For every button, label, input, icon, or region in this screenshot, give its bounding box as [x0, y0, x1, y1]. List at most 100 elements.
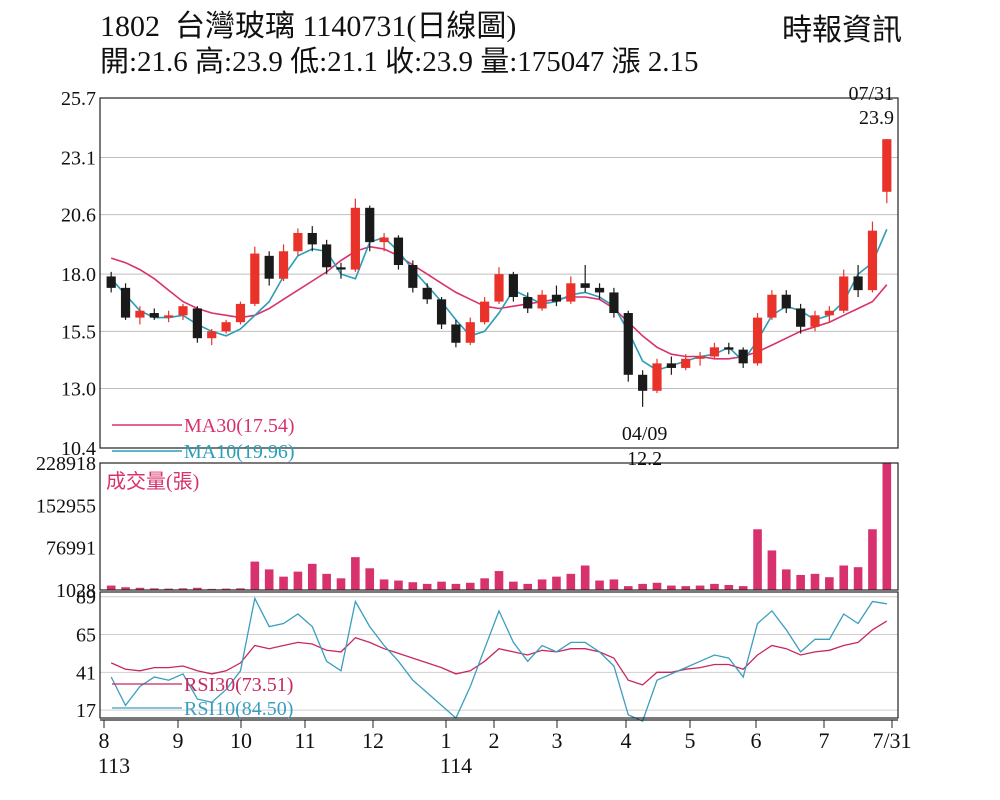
candle-body	[537, 294, 547, 309]
volume-bar	[193, 587, 202, 590]
candle-body	[810, 315, 820, 327]
x-tick-label: 12	[362, 728, 384, 753]
candle-body	[221, 322, 231, 332]
volume-bar	[494, 571, 504, 590]
candle-body	[322, 244, 332, 268]
rsi-tick-label: 89	[76, 587, 96, 609]
candlestick-layer	[106, 139, 892, 407]
candle-body	[551, 294, 562, 302]
candle-body	[796, 308, 806, 327]
candle-body	[695, 356, 705, 359]
candle-body	[566, 283, 576, 302]
volume-bar	[580, 565, 590, 590]
candle-body	[149, 313, 159, 318]
candle-body	[508, 274, 518, 298]
volume-layer	[106, 462, 892, 590]
volume-bar	[336, 578, 346, 590]
price-tick-label: 25.7	[61, 88, 96, 110]
candle-body	[853, 276, 863, 291]
low-date-label: 04/09	[622, 423, 668, 445]
x-tick-label: 1	[441, 728, 452, 753]
x-tick-label: 9	[173, 728, 184, 753]
price-tick-label: 13.0	[61, 379, 96, 401]
volume-bar	[695, 585, 705, 590]
candle-body	[681, 358, 691, 368]
price-tick-label: 20.6	[61, 205, 96, 227]
volume-bar	[767, 550, 777, 590]
candle-body	[652, 363, 662, 391]
volume-bar	[853, 567, 863, 590]
volume-bar	[868, 529, 877, 590]
candle-body	[638, 374, 648, 391]
volume-bar	[566, 573, 576, 590]
price-tick-label: 10.4	[61, 438, 96, 460]
candle-body	[480, 301, 490, 323]
volume-tick-label: 228918	[36, 453, 96, 475]
volume-bar	[394, 580, 403, 590]
candle-body	[207, 331, 217, 339]
candle-body	[178, 306, 188, 316]
candle-body	[365, 207, 375, 243]
year-label: 113	[98, 753, 130, 778]
candle-body	[738, 349, 748, 364]
x-tick-label: 5	[685, 728, 696, 753]
candle-body	[781, 294, 791, 309]
volume-bar	[537, 579, 547, 590]
candle-body	[164, 315, 174, 318]
volume-bar	[408, 582, 418, 590]
candle-body	[293, 232, 303, 252]
candle-body	[882, 139, 892, 192]
volume-bar	[264, 569, 274, 590]
source-label: 時報資訊	[782, 14, 902, 47]
x-tick-label: 2	[489, 728, 500, 753]
panel-frame	[99, 462, 899, 591]
candle-body	[307, 232, 317, 245]
volume-bar	[293, 571, 303, 590]
volume-bar	[810, 573, 820, 590]
candle-body	[752, 317, 763, 364]
volume-bar	[422, 583, 432, 590]
candle-body	[120, 287, 131, 318]
volume-bar	[595, 580, 604, 590]
x-tick-label: 3	[552, 728, 563, 753]
volume-bar	[724, 585, 734, 590]
price-tick-label: 23.1	[61, 147, 96, 169]
volume-bar	[825, 577, 834, 590]
x-tick-label: 6	[751, 728, 762, 753]
candle-body	[767, 294, 777, 318]
volume-bar	[221, 588, 231, 590]
candle-body	[839, 276, 849, 311]
volume-bar	[437, 581, 446, 590]
volume-bar	[465, 582, 475, 590]
volume-bar	[365, 568, 375, 590]
x-tick-label: 4	[621, 728, 632, 753]
volume-bar	[250, 561, 260, 590]
volume-bar	[552, 576, 561, 590]
x-tick-label: 11	[294, 728, 315, 753]
volume-bar	[164, 588, 173, 590]
candle-body	[379, 237, 389, 243]
volume-bar	[638, 583, 647, 590]
volume-bar	[135, 587, 145, 590]
rsi-tick-label: 65	[76, 625, 96, 647]
candle-body	[135, 310, 145, 318]
volume-bar	[236, 588, 245, 590]
rsi-layer	[110, 596, 888, 722]
candle-body	[106, 276, 116, 288]
candle-body	[465, 322, 475, 343]
label-layer: 25.7 23.1 20.6 18.0 15.5 13.0 10.4 MA30(17.54) M…	[36, 83, 912, 778]
candle-body	[264, 255, 274, 279]
rsi-line	[110, 620, 888, 686]
grid-layer	[100, 156, 898, 711]
volume-bar	[652, 582, 662, 590]
legend-label: MA30(17.54)	[184, 415, 295, 437]
candle-body	[393, 237, 404, 265]
volume-tick-label: 152955	[36, 495, 96, 517]
candle-body	[609, 292, 619, 314]
volume-tick-label: 1028	[56, 580, 96, 602]
rsi-line	[110, 596, 887, 722]
legend-label: MA10(19.96)	[184, 441, 295, 463]
rsi-tick-label: 41	[76, 662, 96, 684]
high-date-label: 07/31	[848, 83, 894, 105]
